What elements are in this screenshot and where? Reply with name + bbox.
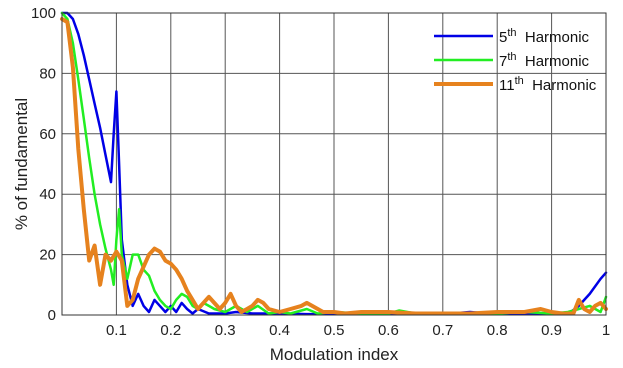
y-tick-label: 40: [39, 186, 56, 203]
x-tick-label: 0.4: [269, 322, 290, 339]
y-axis-ticks: 0 20 40 60 80 100: [31, 5, 56, 324]
x-tick-label: 0.1: [106, 322, 127, 339]
x-axis-ticks: 0.1 0.2 0.3 0.4 0.5 0.6 0.7 0.8 0.9 1: [106, 322, 610, 339]
y-tick-label: 60: [39, 126, 56, 143]
y-tick-label: 80: [39, 65, 56, 82]
plot-frame: [61, 12, 607, 316]
y-axis-label: % of fundamental: [12, 98, 31, 230]
legend: 5th Harmonic 7th Harmonic 11th Harmonic: [434, 27, 597, 94]
x-tick-label: 1: [602, 322, 610, 339]
series-layer: [60, 11, 608, 316]
y-tick-label: 100: [31, 5, 56, 22]
x-tick-label: 0.9: [541, 322, 562, 339]
x-tick-label: 0.6: [378, 322, 399, 339]
x-tick-label: 0.2: [160, 322, 181, 339]
legend-label: 5th Harmonic: [499, 27, 590, 46]
legend-label: 7th Harmonic: [499, 51, 590, 70]
legend-label: 11th Harmonic: [499, 75, 597, 94]
x-tick-label: 0.7: [432, 322, 453, 339]
y-tick-label: 20: [39, 247, 56, 264]
x-tick-label: 0.8: [487, 322, 508, 339]
x-axis-label: Modulation index: [270, 345, 399, 364]
y-tick-label: 0: [48, 307, 56, 324]
x-tick-label: 0.5: [324, 322, 345, 339]
x-tick-label: 0.3: [215, 322, 236, 339]
series-line-11th-harmonic: [60, 17, 608, 316]
